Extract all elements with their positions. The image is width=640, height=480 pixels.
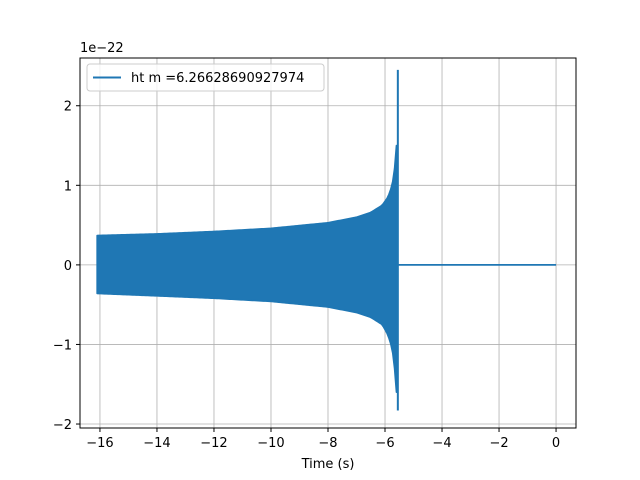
y-axis: −2 −1 0 1 2 [53,100,80,433]
legend: ht m =6.26628690927974 [86,63,325,92]
y-tick-label: 1 [64,179,72,194]
y-tick-label: −2 [53,418,72,433]
x-tick-label: −4 [432,436,451,451]
x-tick-label: −6 [375,436,394,451]
y-tick-label: 2 [64,100,72,115]
x-tick-label: −8 [318,436,337,451]
x-axis: −16 −14 −12 −10 −8 −6 −4 −2 0 [86,428,560,451]
waveform-envelope [96,144,398,393]
x-axis-label: Time (s) [301,457,355,472]
legend-label: ht m =6.26628690927974 [131,71,304,86]
legend-box [86,63,325,92]
x-tick-label: −14 [143,436,170,451]
y-tick-label: 0 [64,259,72,274]
x-tick-label: −10 [257,436,284,451]
y-offset-label: 1e−22 [80,41,124,56]
x-tick-label: 0 [552,436,560,451]
x-tick-label: −2 [489,436,508,451]
x-tick-label: −12 [200,436,227,451]
series-layer [96,69,557,411]
x-tick-label: −16 [86,436,113,451]
y-tick-label: −1 [53,338,72,353]
